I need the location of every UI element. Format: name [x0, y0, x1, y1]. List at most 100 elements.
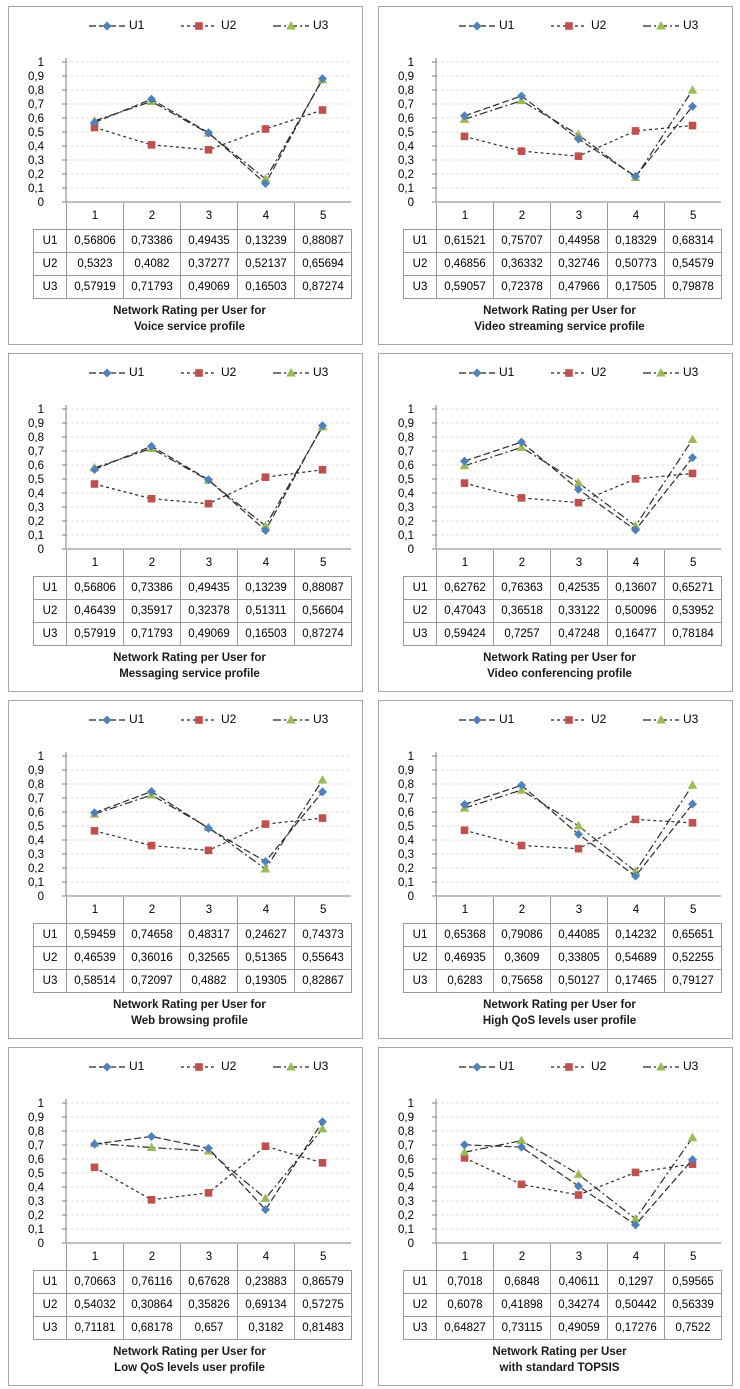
- value-cell: 0,70663: [66, 1270, 124, 1294]
- legend-label: U2: [591, 365, 607, 379]
- value-cell: 0,14232: [607, 923, 665, 947]
- value-cell: 0,47248: [550, 622, 608, 646]
- legend-label: U3: [683, 365, 699, 379]
- value-cell: 0,79086: [493, 923, 551, 947]
- data-table: 1 2 3 4 5 U1 0,56806 0,73386 0,49435 0,13239 0,880…: [33, 203, 352, 299]
- series-u3: [459, 434, 698, 530]
- value-cell: 0,46439: [66, 599, 124, 623]
- value-cell: 0,59565: [664, 1270, 722, 1294]
- y-tick-label: 0,5: [28, 1168, 44, 1180]
- series-u2: [90, 814, 327, 855]
- table-row: U1 0,70663 0,76116 0,67628 0,23883 0,86579: [33, 1270, 352, 1294]
- series-u1: [90, 1117, 327, 1215]
- legend-marker: [656, 1062, 666, 1071]
- legend-swatch: [181, 22, 217, 30]
- table-row: U2 0,54032 0,30864 0,35826 0,69134 0,57275: [33, 1293, 352, 1317]
- y-tick-label: 0,3: [28, 849, 44, 861]
- value-cell: 0,50127: [550, 969, 608, 993]
- y-tick-label: 1: [408, 57, 414, 69]
- value-cell: 0,78184: [664, 622, 722, 646]
- data-point: [631, 815, 640, 824]
- data-point: [147, 141, 156, 149]
- data-table: 1 2 3 4 5 U1 0,7018 0,6848 0,40611 0,1297 0,59565 U…: [403, 1244, 722, 1340]
- legend-marker: [102, 21, 112, 31]
- legend-swatch: [273, 1062, 309, 1071]
- value-cell: 0,3609: [493, 946, 551, 970]
- legend-swatch: [459, 368, 495, 378]
- value-cell: 0,16503: [237, 275, 295, 299]
- table-row: U1 0,56806 0,73386 0,49435 0,13239 0,88087: [33, 576, 352, 600]
- value-cell: 0,7257: [493, 622, 551, 646]
- y-tick-label: 0,8: [398, 779, 414, 791]
- row-header: U1: [33, 1270, 67, 1294]
- value-cell: 0,57919: [66, 622, 124, 646]
- y-tick-label: 0,7: [28, 1140, 44, 1152]
- chart-legend: U1 U2 U3: [9, 17, 362, 35]
- x-category-label: 3: [550, 203, 608, 230]
- y-tick-label: 0,2: [398, 516, 414, 528]
- value-cell: 0,46856: [436, 252, 494, 276]
- y-tick-label: 0,7: [398, 1140, 414, 1152]
- y-tick-label: 0,3: [28, 502, 44, 514]
- x-category-label: 1: [436, 1244, 494, 1271]
- data-point: [517, 147, 526, 155]
- value-cell: 0,50442: [607, 1293, 665, 1317]
- data-point: [517, 91, 526, 101]
- chart-panel: U1 U2 U3 0 0,1 0,2 0,3 0,4 0,5 0,6 0,7 0,8 0,9 1 1 2 3 4 5…: [378, 700, 733, 1039]
- value-cell: 0,32378: [180, 599, 238, 623]
- x-category-label: 5: [294, 1244, 352, 1271]
- x-category-label: 3: [550, 550, 608, 577]
- y-tick-label: 0,4: [398, 1182, 415, 1194]
- value-cell: 0,65368: [436, 923, 494, 947]
- y-tick-label: 0,6: [398, 460, 414, 472]
- value-cell: 0,33805: [550, 946, 608, 970]
- data-point: [688, 799, 697, 809]
- series-u1: [460, 437, 697, 535]
- value-cell: 0,65271: [664, 576, 722, 600]
- data-table: 1 2 3 4 5 U1 0,65368 0,79086 0,44085 0,14232 0,656…: [403, 897, 722, 993]
- data-table: 1 2 3 4 5 U1 0,56806 0,73386 0,49435 0,13239 0,880…: [33, 550, 352, 646]
- y-tick-label: 0,5: [398, 127, 414, 139]
- x-category-label: 3: [180, 550, 238, 577]
- value-cell: 0,47966: [550, 275, 608, 299]
- value-cell: 0,23883: [237, 1270, 295, 1294]
- chart-title-line: High QoS levels user profile: [482, 1015, 637, 1027]
- y-tick-label: 0,1: [28, 183, 44, 195]
- value-cell: 0,50773: [607, 252, 665, 276]
- x-category-label: 5: [294, 203, 352, 230]
- data-point: [459, 1147, 470, 1156]
- y-tick-label: 0,2: [398, 1210, 414, 1222]
- legend-swatch: [273, 21, 309, 30]
- line-chart-plot: 00,10,20,30,40,50,60,70,80,91: [398, 57, 721, 209]
- value-cell: 0,46935: [436, 946, 494, 970]
- y-tick-label: 0,3: [398, 155, 414, 167]
- y-tick-label: 0,5: [398, 474, 414, 486]
- value-cell: 0,5323: [66, 252, 124, 276]
- value-cell: 0,73386: [123, 576, 181, 600]
- legend-label: U3: [313, 712, 329, 726]
- data-point: [687, 85, 698, 94]
- data-point: [517, 841, 526, 850]
- value-cell: 0,81483: [294, 1316, 352, 1340]
- data-point: [261, 473, 270, 481]
- table-row: U3 0,57919 0,71793 0,49069 0,16503 0,87274: [33, 622, 352, 646]
- x-category-label: 4: [237, 1244, 295, 1271]
- legend-swatch: [459, 1062, 495, 1072]
- legend-swatch: [551, 369, 587, 377]
- row-header: U3: [33, 275, 67, 299]
- legend-marker: [195, 716, 203, 724]
- data-point: [517, 437, 526, 447]
- legend-swatch: [551, 1063, 587, 1071]
- value-cell: 0,46539: [66, 946, 124, 970]
- y-tick-label: 0,2: [28, 169, 44, 181]
- data-point: [147, 1195, 156, 1204]
- data-point: [630, 1213, 641, 1223]
- legend-swatch: [551, 716, 587, 724]
- data-point: [317, 774, 328, 784]
- legend-marker: [286, 1062, 296, 1071]
- value-cell: 0,68314: [664, 229, 722, 253]
- data-point: [631, 871, 640, 881]
- x-category-label: 2: [123, 203, 181, 230]
- value-cell: 0,79878: [664, 275, 722, 299]
- value-cell: 0,49059: [550, 1316, 608, 1340]
